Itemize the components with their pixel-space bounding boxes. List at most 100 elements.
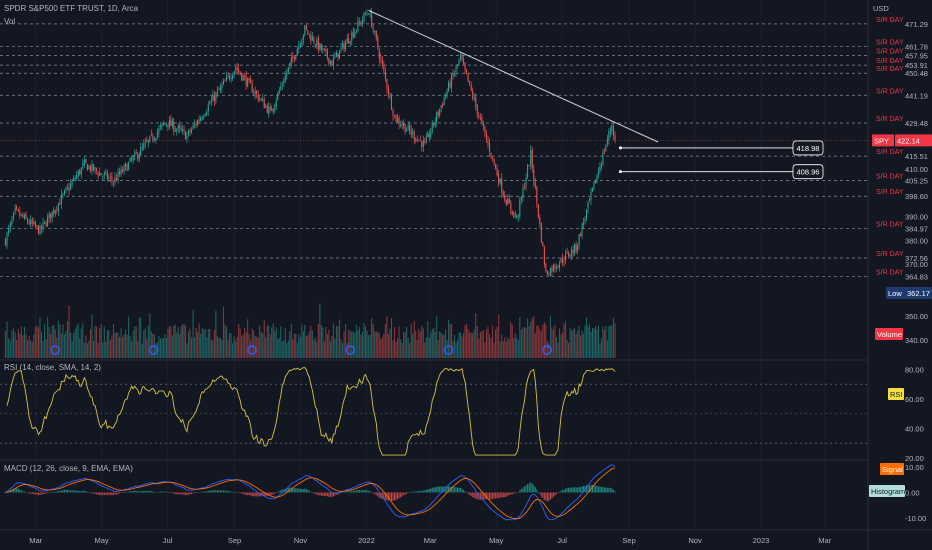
histogram-bar (366, 490, 368, 493)
candle (455, 64, 457, 77)
volume-bar (499, 341, 501, 358)
candle (371, 7, 373, 28)
candle (88, 165, 90, 170)
candle (174, 126, 176, 133)
sr-label: S/R DAY (876, 58, 904, 65)
candle (569, 253, 571, 259)
candle (229, 73, 231, 82)
volume-bar (293, 333, 295, 358)
histogram-bar (436, 486, 438, 493)
histogram-bar (192, 492, 194, 494)
volume-bar (566, 339, 568, 358)
time-axis[interactable]: Mar May Jul Sep Nov 2022 Mar May Jul Sep Nov 2023 Ma… (29, 536, 832, 545)
histogram-bar (510, 492, 512, 495)
dividend-marker[interactable] (247, 345, 257, 355)
candle (488, 137, 491, 157)
histogram-bar (431, 487, 433, 493)
histogram-bar (602, 486, 604, 493)
histogram-bar (487, 492, 489, 500)
volume-bar (310, 325, 312, 358)
volume-bar (563, 323, 565, 358)
candle (213, 90, 215, 106)
trendline[interactable] (368, 9, 659, 143)
volume-bar (323, 341, 325, 358)
volume-bar (352, 331, 354, 358)
candle (227, 72, 229, 79)
candle (141, 142, 143, 152)
histogram-bar (501, 492, 503, 498)
candle (597, 167, 599, 179)
volume-bar (117, 332, 119, 358)
histogram-bar (161, 491, 163, 493)
volume-bar (481, 331, 483, 358)
candle (366, 9, 368, 16)
histogram-bar (16, 488, 18, 493)
volume-bar (600, 338, 602, 358)
candle (27, 217, 29, 225)
candle (352, 27, 354, 40)
volume-bar (272, 323, 274, 358)
histogram-bar (311, 492, 313, 493)
volume-bar (191, 337, 193, 358)
candle (59, 198, 61, 205)
histogram-bar (34, 492, 36, 495)
volume-bar (277, 339, 279, 358)
histogram-bar (459, 487, 462, 493)
candle (286, 68, 288, 80)
histogram-bar (177, 492, 179, 495)
dividend-marker[interactable] (345, 345, 355, 355)
candle (428, 129, 430, 142)
volume-bar (140, 318, 142, 358)
price-tick: 410.00 (905, 165, 928, 174)
volume-bar (561, 332, 564, 358)
histogram-bar (464, 491, 466, 493)
candle (365, 11, 367, 16)
candle (138, 151, 140, 163)
target-box (792, 140, 824, 156)
dividend-marker[interactable] (542, 345, 552, 355)
histogram-bar (372, 492, 374, 494)
histogram-bar (561, 490, 564, 493)
candle (194, 119, 196, 129)
histogram-bar (219, 490, 221, 493)
candle (397, 113, 399, 123)
volume-bar (278, 337, 280, 358)
candle (96, 167, 98, 175)
dividend-marker[interactable] (443, 345, 454, 355)
histogram-bar (560, 490, 562, 493)
histogram-bar (428, 489, 430, 493)
histogram-bar (23, 491, 25, 493)
volume-bar (404, 331, 406, 358)
candle (203, 114, 205, 120)
volume-bar (105, 341, 107, 358)
histogram-bar (565, 488, 567, 493)
volume-bar (82, 323, 84, 358)
histogram-bar (105, 492, 107, 495)
dividend-marker[interactable] (148, 345, 159, 355)
volume-bar (549, 316, 551, 358)
volume-bar (510, 321, 512, 358)
volume-bar (416, 340, 418, 358)
candle (168, 116, 170, 130)
histogram-bar (325, 492, 327, 496)
dividend-marker[interactable] (50, 345, 60, 355)
histogram-bar (342, 492, 344, 493)
histogram-bar (346, 491, 348, 493)
histogram-bar (316, 492, 318, 495)
volume-bar (19, 333, 21, 358)
histogram-bar (259, 492, 261, 497)
volume-bar (120, 328, 122, 358)
price-tick: 405.25 (905, 176, 928, 185)
histogram-bar (334, 492, 336, 496)
volume-bar (23, 326, 25, 358)
histogram-bar (296, 488, 298, 493)
candle (93, 163, 95, 172)
candle (343, 40, 345, 53)
histogram-bar (91, 492, 93, 494)
candle (63, 189, 65, 197)
candle (394, 114, 396, 119)
histogram-bar (278, 490, 280, 493)
histogram-bar (272, 492, 274, 495)
